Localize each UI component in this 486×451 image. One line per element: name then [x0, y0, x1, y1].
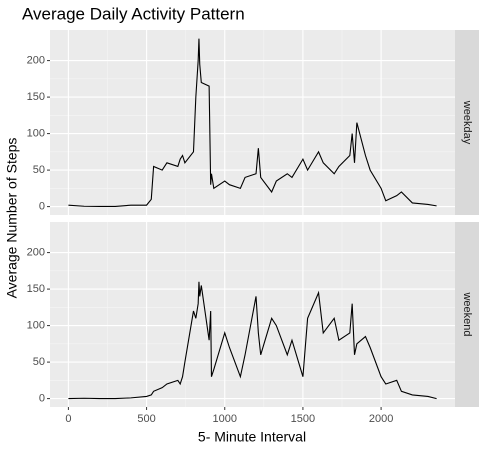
x-axis-title: 5- Minute Interval	[198, 429, 306, 445]
facet-strip	[455, 222, 479, 407]
y-tick-label: 200	[27, 54, 45, 66]
panel-background	[50, 30, 455, 215]
x-tick-label: 2000	[369, 413, 393, 425]
y-tick-label: 100	[27, 128, 45, 140]
y-tick-label: 200	[27, 246, 45, 258]
x-tick-label: 500	[137, 413, 155, 425]
x-tick-label: 1500	[291, 413, 315, 425]
y-tick-label: 50	[33, 356, 45, 368]
x-tick-label: 1000	[213, 413, 237, 425]
y-tick-label: 100	[27, 320, 45, 332]
y-tick-label: 150	[27, 91, 45, 103]
y-tick-label: 0	[39, 201, 45, 213]
y-tick-label: 0	[39, 393, 45, 405]
facet-label: weekday	[461, 100, 473, 145]
y-tick-label: 150	[27, 283, 45, 295]
y-tick-label: 50	[33, 164, 45, 176]
series-line	[68, 281, 437, 400]
y-axis-title: Average Number of Steps	[4, 138, 20, 299]
chart-title: Average Daily Activity Pattern	[22, 4, 245, 23]
facet-strip	[455, 30, 479, 215]
x-tick-label: 0	[65, 413, 71, 425]
series-line	[68, 38, 437, 208]
facet-label: weekend	[461, 291, 473, 336]
